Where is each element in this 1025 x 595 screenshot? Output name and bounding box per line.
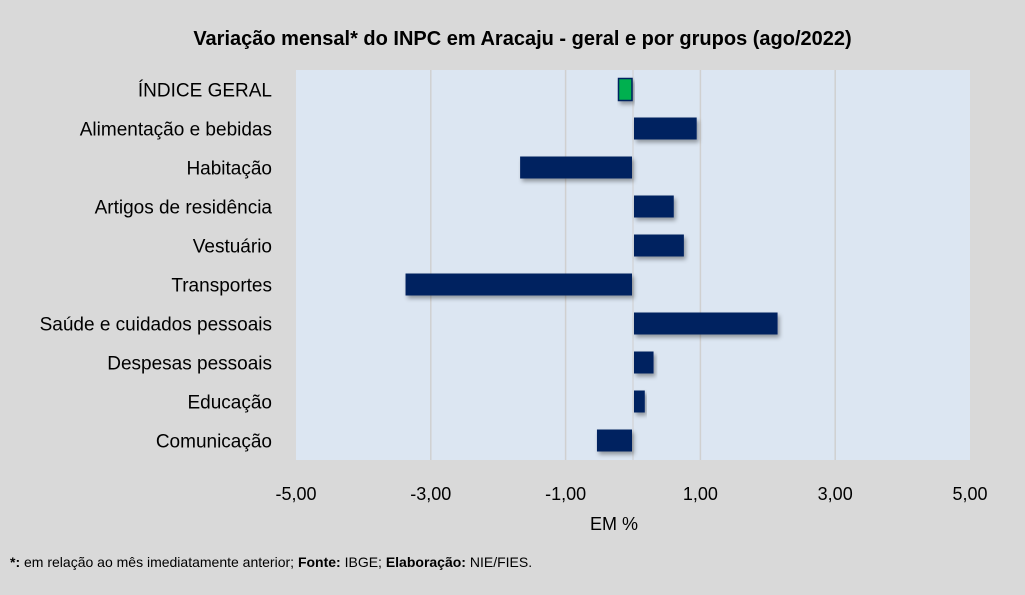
x-tick-label: 3,00 — [818, 484, 853, 504]
bar — [634, 234, 684, 257]
category-label: Vestuário — [193, 237, 272, 258]
footnote-elab-label: Elaboração: — [385, 554, 466, 570]
x-tick-label: 5,00 — [952, 484, 987, 504]
category-label: Educação — [187, 393, 272, 414]
category-label: Transportes — [171, 276, 272, 297]
bar — [596, 429, 632, 452]
bar — [405, 273, 632, 296]
footnote: *: em relação ao mês imediatamente anter… — [10, 554, 532, 570]
footnote-star-text: em relação ao mês imediatamente anterior… — [20, 554, 298, 570]
x-axis-title: EM % — [590, 514, 638, 534]
bar — [634, 312, 778, 335]
bar — [520, 156, 632, 179]
category-label: Despesas pessoais — [107, 354, 272, 375]
footnote-star-label: *: — [10, 554, 21, 570]
category-label: Artigos de residência — [95, 198, 273, 219]
category-label: Alimentação e bebidas — [80, 120, 272, 141]
bar — [634, 117, 697, 140]
x-tick-label: -5,00 — [275, 484, 316, 504]
bar — [634, 351, 654, 374]
bar — [634, 195, 674, 218]
footnote-elab-text: NIE/FIES. — [465, 554, 533, 570]
category-label: Comunicação — [156, 432, 272, 453]
x-tick-label: 1,00 — [683, 484, 718, 504]
category-label: Habitação — [186, 159, 272, 180]
category-label: Saúde e cuidados pessoais — [40, 315, 272, 336]
footnote-source-label: Fonte: — [297, 554, 341, 570]
chart-title: Variação mensal* do INPC em Aracaju - ge… — [193, 28, 852, 50]
x-tick-label: -1,00 — [545, 484, 586, 504]
x-tick-label: -3,00 — [410, 484, 451, 504]
bar — [617, 77, 633, 102]
footnote-source-text: IBGE; — [340, 554, 386, 570]
bar — [634, 390, 645, 413]
category-label: ÍNDICE GERAL — [138, 81, 272, 102]
